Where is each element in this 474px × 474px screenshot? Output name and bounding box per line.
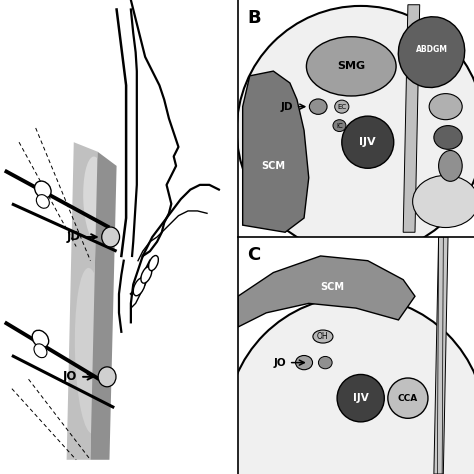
Ellipse shape — [75, 268, 106, 434]
Ellipse shape — [398, 17, 465, 88]
Ellipse shape — [133, 278, 145, 296]
Polygon shape — [238, 256, 415, 327]
Polygon shape — [91, 152, 117, 460]
Ellipse shape — [98, 367, 116, 387]
Ellipse shape — [335, 100, 349, 113]
Text: JD: JD — [281, 101, 305, 112]
Text: SCM: SCM — [261, 161, 285, 171]
Ellipse shape — [141, 267, 152, 283]
Text: IJV: IJV — [359, 137, 376, 147]
Text: ABDGM: ABDGM — [416, 46, 447, 54]
Text: IJV: IJV — [353, 393, 369, 403]
Ellipse shape — [148, 255, 158, 271]
Text: EC: EC — [337, 104, 346, 109]
Ellipse shape — [429, 94, 462, 120]
Ellipse shape — [337, 374, 384, 422]
Ellipse shape — [438, 150, 462, 182]
Ellipse shape — [313, 330, 333, 343]
Ellipse shape — [342, 116, 394, 168]
Text: SMG: SMG — [337, 61, 365, 72]
Text: SCM: SCM — [320, 282, 345, 292]
Ellipse shape — [413, 175, 474, 228]
Ellipse shape — [306, 37, 396, 96]
Ellipse shape — [237, 6, 474, 255]
Ellipse shape — [83, 156, 107, 242]
Polygon shape — [243, 71, 309, 232]
Polygon shape — [67, 142, 98, 460]
Text: CCA: CCA — [398, 394, 418, 402]
Ellipse shape — [102, 227, 119, 247]
Ellipse shape — [310, 99, 327, 114]
Ellipse shape — [226, 296, 474, 474]
Text: C: C — [247, 246, 261, 264]
Ellipse shape — [34, 344, 47, 358]
Ellipse shape — [434, 126, 462, 149]
Ellipse shape — [388, 378, 428, 418]
Text: JO: JO — [63, 370, 93, 383]
Ellipse shape — [36, 195, 49, 208]
Ellipse shape — [35, 181, 51, 198]
Ellipse shape — [32, 330, 49, 347]
Text: B: B — [247, 9, 261, 27]
Text: IC: IC — [336, 123, 343, 128]
Polygon shape — [434, 237, 448, 474]
Polygon shape — [403, 5, 419, 232]
Ellipse shape — [296, 356, 312, 370]
Ellipse shape — [319, 356, 332, 369]
Text: OH: OH — [317, 332, 329, 341]
Text: JO: JO — [273, 357, 304, 368]
Ellipse shape — [333, 120, 346, 132]
Text: JD: JD — [67, 230, 97, 244]
